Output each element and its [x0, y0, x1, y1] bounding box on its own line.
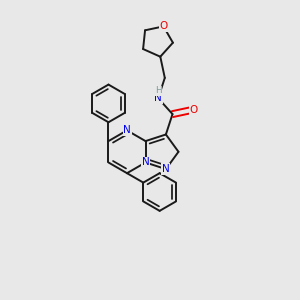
Text: N: N — [142, 158, 149, 167]
Text: N: N — [162, 164, 170, 174]
Text: O: O — [189, 105, 198, 115]
Text: O: O — [159, 21, 168, 32]
Text: N: N — [123, 125, 131, 135]
Text: N: N — [154, 93, 162, 103]
Text: H: H — [155, 86, 161, 95]
